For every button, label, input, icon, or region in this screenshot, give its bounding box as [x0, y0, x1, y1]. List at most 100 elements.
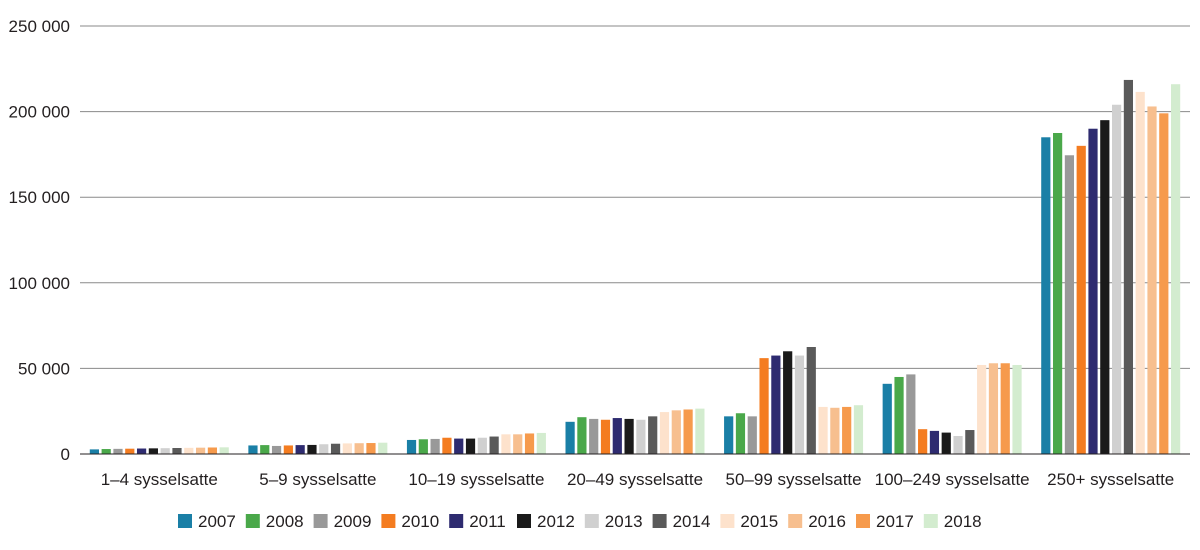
- x-axis-categories: 1–4 sysselsatte 5–9 sysselsatte 10–19 syss…: [101, 470, 1175, 489]
- bar-2009: [113, 448, 123, 454]
- bar-2017: [1000, 363, 1010, 454]
- legend-label: 2013: [605, 512, 643, 531]
- bar-2015: [1135, 91, 1145, 454]
- bar-2017: [366, 443, 376, 454]
- legend-swatch-2011: [449, 514, 464, 528]
- bar-2009: [589, 418, 599, 454]
- bar-2008: [1053, 133, 1063, 454]
- bar-2018: [378, 442, 388, 454]
- legend-label: 2007: [198, 512, 236, 531]
- y-tick-label: 100 000: [9, 274, 70, 293]
- legend-swatch-2012: [517, 514, 531, 528]
- bar-2017: [207, 447, 217, 454]
- bar-2008: [418, 439, 428, 454]
- category-label: 5–9 sysselsatte: [259, 470, 376, 489]
- bar-2016: [195, 447, 206, 454]
- bar-2018: [695, 408, 705, 454]
- bar-2008: [735, 413, 746, 454]
- bar-2017: [842, 406, 852, 454]
- legend-swatch-2016: [788, 514, 803, 528]
- category-label: 50–99 sysselsatte: [726, 470, 862, 489]
- bar-2011: [295, 445, 305, 454]
- bar-2013: [953, 436, 963, 454]
- bar-2007: [565, 421, 575, 454]
- legend-label: 2017: [876, 512, 914, 531]
- bar-2018: [536, 432, 546, 454]
- legend-label: 2010: [401, 512, 439, 531]
- legend-swatch-2018: [923, 514, 938, 528]
- bar-2015: [659, 412, 670, 454]
- bar-2012: [941, 432, 951, 454]
- legend-swatch-2014: [652, 514, 667, 528]
- bar-2014: [172, 448, 182, 454]
- bar-2012: [307, 444, 317, 454]
- y-tick-label: 150 000: [9, 188, 70, 207]
- bar-2015: [342, 443, 352, 454]
- legend-label: 2011: [469, 512, 506, 531]
- legend-swatch-2008: [245, 514, 260, 528]
- legend-label: 2015: [740, 512, 778, 531]
- y-tick-label: 0: [61, 445, 70, 464]
- category-label: 100–249 sysselsatte: [875, 470, 1030, 489]
- bar-2016: [513, 434, 523, 454]
- bar-2008: [894, 376, 904, 454]
- bar-2009: [747, 416, 757, 454]
- bar-2017: [683, 409, 693, 454]
- bar-2017: [524, 433, 535, 454]
- bar-2007: [1041, 137, 1051, 454]
- y-axis-ticks: 0 50 000 100 000 150 000 200 000 250 000: [9, 17, 70, 464]
- legend-swatch-2015: [720, 514, 735, 528]
- bar-2016: [354, 443, 364, 454]
- legend-swatch-2010: [381, 514, 396, 528]
- bar-2016: [671, 410, 681, 454]
- legend: 2007 2008 2009 2010 2011 2012 2013 2014 2015 2016…: [178, 512, 982, 531]
- bar-2011: [929, 430, 940, 454]
- gridlines: [80, 25, 1190, 369]
- y-tick-label: 50 000: [18, 359, 70, 378]
- bar-2012: [1100, 120, 1110, 454]
- bar-2018: [1171, 84, 1181, 455]
- bar-2014: [330, 443, 341, 454]
- y-tick-label: 200 000: [9, 103, 70, 122]
- bar-2007: [724, 416, 734, 454]
- bar-2008: [577, 417, 587, 454]
- bar-2008: [101, 449, 111, 454]
- bar-2009: [906, 374, 916, 454]
- bar-2007: [89, 449, 99, 454]
- bar-2010: [918, 429, 928, 454]
- bar-2013: [636, 419, 646, 454]
- bar-2015: [977, 364, 987, 454]
- bar-2012: [465, 438, 476, 454]
- legend-label: 2014: [673, 512, 711, 531]
- bar-2010: [283, 445, 293, 454]
- bar-2009: [271, 445, 282, 454]
- legend-swatch-2017: [856, 514, 870, 528]
- category-label: 20–49 sysselsatte: [567, 470, 703, 489]
- bar-2007: [248, 445, 258, 454]
- legend-label: 2012: [537, 512, 575, 531]
- legend-swatch-2007: [178, 514, 192, 528]
- bar-2014: [1123, 79, 1134, 455]
- bar-2013: [1112, 104, 1122, 454]
- bar-2014: [489, 436, 499, 454]
- bar-2014: [965, 430, 975, 454]
- bar-2015: [818, 406, 828, 454]
- bar-2012: [148, 448, 158, 454]
- bar-2012: [624, 418, 634, 454]
- legend-label: 2008: [266, 512, 304, 531]
- bar-2016: [988, 363, 999, 454]
- bar-2016: [1147, 106, 1157, 455]
- bar-2010: [442, 437, 452, 454]
- bar-2011: [771, 355, 781, 454]
- bar-2014: [806, 347, 816, 454]
- bar-2018: [853, 405, 864, 454]
- category-label: 250+ sysselsatte: [1047, 470, 1174, 489]
- legend-label: 2016: [808, 512, 846, 531]
- bar-2015: [184, 447, 194, 454]
- bar-2017: [1159, 113, 1169, 454]
- bar-2013: [794, 355, 805, 454]
- bar-2013: [477, 437, 487, 454]
- bars: [89, 79, 1181, 455]
- bar-2010: [125, 448, 135, 454]
